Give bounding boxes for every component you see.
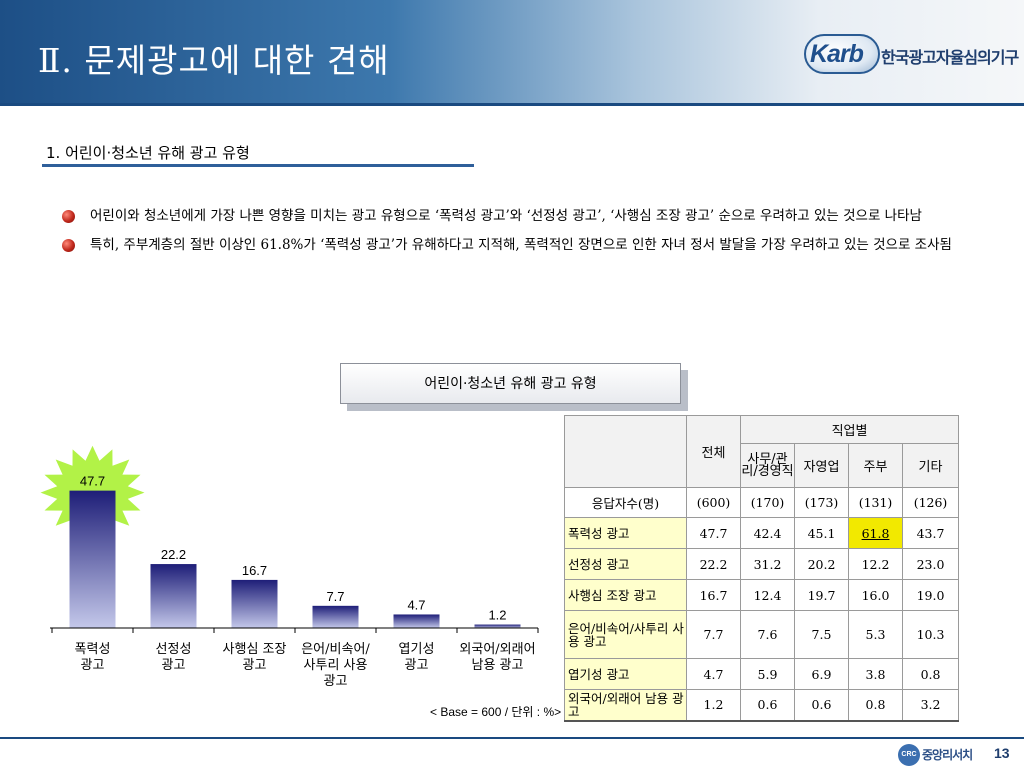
table-row-label: 응답자수(명) [564,487,687,518]
table-cell: (131) [848,487,903,518]
category-label: 사행심 조장 광고 [223,641,287,673]
bar [150,564,197,628]
header-total: 전체 [686,415,741,488]
table-cell: 7.6 [740,610,795,659]
category-label: 은어/비속어/사투리 사용 광고 [301,642,370,689]
table-cell: 10.3 [901,610,960,659]
table-cell: 43.7 [901,517,960,549]
table-cell: (173) [794,487,849,518]
data-label: 16.7 [242,563,267,578]
bullet-text: 어린이와 청소년에게 가장 나쁜 영향을 미치는 광고 유형으로 ‘폭력성 광고… [90,208,922,224]
table-cell: 5.9 [740,658,795,690]
table-cell: 23.0 [901,548,960,580]
table-cell: 0.6 [794,689,849,722]
page-number: 13 [994,745,1010,761]
bar [69,490,116,628]
table-corner [564,415,687,488]
section-title: 1. 어린이·청소년 유해 광고 유형 [46,144,250,162]
table-row-label: 은어/비속어/사투리 사용 광고 [564,610,687,659]
bar [312,605,359,628]
table-cell: 47.7 [686,517,741,549]
karb-logo-name: 한국광고자율심의기구 [881,48,1019,67]
section-underline [42,164,474,167]
table-row: 은어/비속어/사투리 사용 광고 7.7 7.6 7.5 5.3 10.3 [564,610,960,659]
data-label: 7.7 [326,589,344,604]
bullet-icon [62,210,75,223]
table-row: 엽기성 광고 4.7 5.9 6.9 3.8 0.8 [564,658,960,690]
header-office: 사무/관리/경영직 [740,443,795,488]
table-row: 외국어/외래어 남용 광고 1.2 0.6 0.6 0.8 3.2 [564,689,960,722]
table-cell: 12.4 [740,579,795,611]
crc-logo-name: 중앙리서치 [922,748,973,762]
table-row-label: 폭력성 광고 [564,517,687,549]
data-label: 4.7 [407,597,425,612]
table-cell: 61.8 [848,517,903,549]
table-cell: 19.7 [794,579,849,611]
table-cell: 16.0 [848,579,903,611]
category-label: 선정성 광고 [156,642,192,673]
table-cell: 0.6 [740,689,795,722]
data-label: 47.7 [80,474,105,489]
table-cell: 45.1 [794,517,849,549]
table-cell: 7.5 [794,610,849,659]
table-cell: 3.8 [848,658,903,690]
table-cell: (170) [740,487,795,518]
table-row: 폭력성 광고 47.7 42.4 45.1 61.8 43.7 [564,517,960,549]
table-cell: 31.2 [740,548,795,580]
karb-logo: Karb 한국광고자율심의기구 [804,34,1019,74]
table-row-label: 외국어/외래어 남용 광고 [564,689,687,722]
category-label: 외국어/외래어 남용 광고 [459,642,535,673]
chart-title: 어린이·청소년 유해 광고 유형 [340,363,681,404]
table-cell: 5.3 [848,610,903,659]
header-self-employed: 자영업 [794,443,849,488]
table-cell: 12.2 [848,548,903,580]
table-cell: 22.2 [686,548,741,580]
karb-logo-badge: Karb [804,34,880,74]
bullet-text: 특히, 주부계층의 절반 이상인 61.8%가 ‘폭력성 광고’가 유해하다고 … [90,237,952,253]
data-table: 전체 직업별 사무/관리/경영직 자영업 주부 기타 응답자수(명) (600)(… [564,415,960,722]
table-cell: 7.7 [686,610,741,659]
bullet-list: 어린이와 청소년에게 가장 나쁜 영향을 미치는 광고 유형으로 ‘폭력성 광고… [62,202,1002,260]
header-divider [0,103,1024,106]
table-cell: 0.8 [848,689,903,722]
category-label: 폭력성 광고 [75,642,111,673]
header-other: 기타 [901,443,960,488]
table-cell: 3.2 [901,689,960,722]
bar-chart: 47.7 폭력성 광고 22.2 선정성 광고 16.7 사행심 조장 광고 7.7 은어/비속어/… [40,445,539,689]
bar [393,614,440,628]
table-row: 사행심 조장 광고 16.7 12.4 19.7 16.0 19.0 [564,579,960,611]
table-row: 선정성 광고 22.2 31.2 20.2 12.2 23.0 [564,548,960,580]
table-cell: 0.8 [901,658,960,690]
karb-logo-text: Karb [810,40,864,68]
data-label: 1.2 [488,608,506,623]
bar [474,624,521,628]
bullet-item: 어린이와 청소년에게 가장 나쁜 영향을 미치는 광고 유형으로 ‘폭력성 광고… [62,202,1002,231]
table-cell: 42.4 [740,517,795,549]
header-housewife: 주부 [848,443,903,488]
header-group: 직업별 [739,415,960,444]
table-cell: 6.9 [794,658,849,690]
bar [231,579,278,628]
table-row-label: 엽기성 광고 [564,658,687,690]
data-label: 22.2 [161,547,186,562]
footer-divider [0,737,1024,739]
table-cell: 19.0 [901,579,960,611]
table-cell: 20.2 [794,548,849,580]
table-cell: (600) [686,487,741,518]
crc-logo: CRC 중앙리서치 [898,744,988,766]
bullet-icon [62,239,75,252]
table-cell: 16.7 [686,579,741,611]
table-cell: (126) [901,487,960,518]
page-title: Ⅱ. 문제광고에 대한 견해 [38,41,390,80]
table-row-count: 응답자수(명) (600) (170) (173) (131) (126) [564,487,960,518]
bullet-item: 특히, 주부계층의 절반 이상인 61.8%가 ‘폭력성 광고’가 유해하다고 … [62,231,1002,260]
table-cell: 1.2 [686,689,741,722]
base-note: < Base = 600 / 단위 : %> [430,705,562,719]
table-row-label: 선정성 광고 [564,548,687,580]
category-label: 엽기성 광고 [399,642,435,673]
table-cell: 4.7 [686,658,741,690]
crc-logo-mark: CRC [898,744,920,766]
table-row-label: 사행심 조장 광고 [564,579,687,611]
